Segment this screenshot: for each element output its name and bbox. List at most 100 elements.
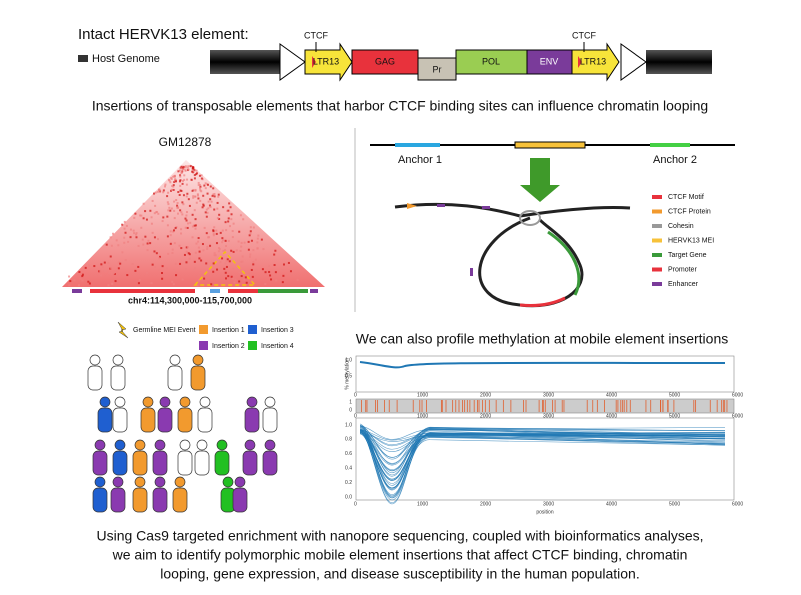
hic-pixel <box>249 226 252 229</box>
hic-pixel <box>264 271 267 274</box>
x-tick-label: 6000 <box>732 501 743 507</box>
mei-tick <box>724 400 726 412</box>
person-head <box>179 439 191 451</box>
hic-pixel <box>196 194 199 197</box>
hic-pixel <box>275 279 278 282</box>
hic-pixel <box>153 212 156 215</box>
y-tick-label: 0.4 <box>345 466 352 472</box>
hic-pixel <box>205 262 208 265</box>
trace <box>359 429 726 484</box>
person-head <box>112 354 124 366</box>
person-head <box>159 396 171 408</box>
hic-pixel <box>224 244 227 247</box>
hic-pixel <box>111 282 114 285</box>
hic-pixel <box>243 241 246 244</box>
segment-label: POL <box>482 56 500 66</box>
caption: we aim to identify polymorphic mobile el… <box>112 547 688 563</box>
hic-pixel <box>281 281 284 284</box>
hic-region: chr4:114,300,000-115,700,000 <box>128 295 252 305</box>
mei-tick <box>667 400 669 412</box>
hic-pixel <box>241 255 244 258</box>
hic-pixel <box>191 225 194 228</box>
hic-pixel <box>288 269 291 272</box>
pedigree-legend: Insertion 3 <box>261 327 294 334</box>
hic-pixel <box>245 281 248 284</box>
person-head <box>89 354 101 366</box>
hic-pixel <box>103 261 106 264</box>
hic-pixel <box>142 217 145 220</box>
mei-tick <box>626 400 628 412</box>
hic-pixel <box>214 254 217 257</box>
hic-pixel <box>187 222 190 225</box>
anchor-label: Anchor 2 <box>653 154 697 166</box>
hic-pixel <box>181 182 184 185</box>
pedigree-legend: Insertion 2 <box>212 343 245 350</box>
hic-pixel <box>268 270 271 273</box>
hic-pixel <box>187 252 190 255</box>
hic-pixel <box>123 236 126 239</box>
hic-pixel <box>178 193 181 196</box>
hic-pixel <box>153 192 156 195</box>
pedigree <box>87 354 278 513</box>
hic-pixel <box>153 236 156 239</box>
methylation-plot: 0 1000 2000 3000 4000 5000 6000 0 1000 2000 3000 40… <box>345 355 743 507</box>
person-body <box>262 450 278 476</box>
hic-pixel <box>151 263 154 266</box>
person-body <box>172 487 188 513</box>
hic-pixel <box>172 188 175 191</box>
person-body <box>232 487 248 513</box>
person-head <box>112 476 124 488</box>
hic-pixel <box>193 209 196 212</box>
hic-pixel <box>137 282 140 285</box>
mei-tick <box>620 400 622 412</box>
hic-pixel <box>209 244 212 247</box>
hic-pixel <box>146 249 149 252</box>
hic-pixel <box>226 209 229 212</box>
hic-pixel <box>246 273 249 276</box>
x-tick-label: 1000 <box>417 392 428 398</box>
hic-pixel <box>170 177 173 180</box>
x-tick-label: 3000 <box>543 501 554 507</box>
trace <box>359 432 726 442</box>
x-tick-label: 0 <box>354 392 357 398</box>
mei-tick <box>525 400 527 412</box>
hic-pixel <box>99 270 102 273</box>
person-head <box>142 396 154 408</box>
hic-pixel <box>162 191 165 194</box>
person-body <box>177 407 193 433</box>
x-tick-label: 0 <box>354 413 357 419</box>
hic-pixel <box>198 183 201 186</box>
hic-pixel <box>201 206 204 209</box>
person-body <box>140 407 156 433</box>
hic-pixel <box>121 223 124 226</box>
hic-pixel <box>126 274 129 277</box>
person-body <box>132 450 148 476</box>
hic-pixel <box>172 185 175 188</box>
mei-tick <box>462 400 463 412</box>
person-head <box>169 354 181 366</box>
trace <box>359 433 726 489</box>
mei-tick <box>458 400 460 412</box>
hic-pixel <box>192 166 195 169</box>
person-body <box>132 487 148 513</box>
legend-label: CTCF Motif <box>668 194 704 201</box>
person-head <box>264 396 276 408</box>
hic-pixel <box>124 231 127 234</box>
mei-tick <box>455 400 457 412</box>
hic-pixel <box>176 204 179 207</box>
person-body <box>92 450 108 476</box>
hic-pixel <box>219 231 222 234</box>
x-tick-label: 6000 <box>732 392 743 398</box>
hic-pixel <box>169 230 172 233</box>
hic-pixel <box>68 275 71 278</box>
hic-pixel <box>170 207 173 210</box>
segment-label: LTR13 <box>313 56 339 66</box>
hic-pixel <box>254 258 257 261</box>
hic-pixel <box>222 249 225 252</box>
x-axis-label: position <box>536 509 553 515</box>
hic-pixel <box>249 230 252 233</box>
person-head <box>199 396 211 408</box>
hic-pixel <box>194 218 197 221</box>
hic-pixel <box>252 249 255 252</box>
hic-pixel <box>181 278 184 281</box>
